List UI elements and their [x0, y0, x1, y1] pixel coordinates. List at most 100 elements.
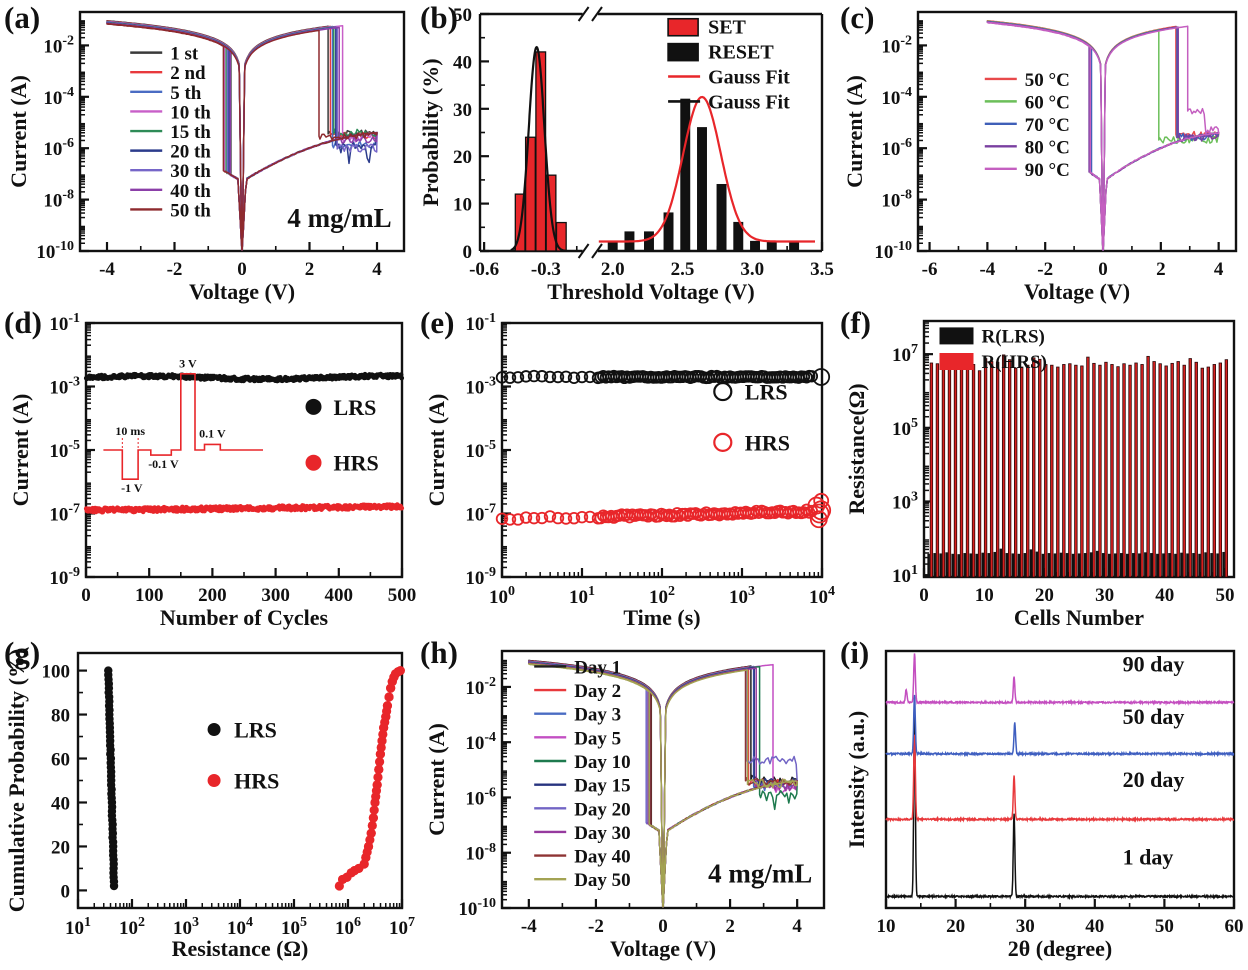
svg-text:10-7: 10-7 [49, 502, 80, 526]
panel-label-c: (c) [840, 0, 875, 35]
svg-text:10-2: 10-2 [465, 675, 496, 699]
svg-text:Day 50: Day 50 [574, 870, 630, 891]
panel-f: (f) 0 10 20 30 40 50 101 103 105 107 Cells Number R… [836, 305, 1248, 635]
panel-label-f: (f) [840, 305, 871, 340]
svg-text:2: 2 [305, 259, 315, 280]
svg-text:10-10: 10-10 [36, 239, 74, 263]
svg-text:40 th: 40 th [170, 181, 211, 202]
svg-text:Day 40: Day 40 [574, 847, 630, 868]
svg-text:Cumulative Probability (%): Cumulative Probability (%) [4, 649, 29, 913]
svg-text:10-6: 10-6 [465, 785, 496, 809]
svg-text:Resistance(Ω): Resistance(Ω) [844, 383, 869, 514]
svg-text:106: 106 [335, 915, 361, 939]
svg-text:R(HRS): R(HRS) [982, 352, 1047, 373]
threshold-voltage-histogram: 0 10 20 30 40 50 -0.6 -0.3 2.0 2.5 3.0 3.5 Threshold… [418, 5, 834, 304]
svg-text:2.0: 2.0 [601, 259, 625, 280]
svg-text:60 °C: 60 °C [1025, 92, 1070, 113]
svg-text:R(LRS): R(LRS) [982, 326, 1045, 347]
svg-text:20: 20 [1035, 585, 1054, 606]
svg-text:0: 0 [658, 916, 668, 937]
svg-text:10-10: 10-10 [874, 239, 912, 263]
svg-text:10-3: 10-3 [49, 375, 80, 399]
iv-days-chart: -4 -2 0 2 4 10-2 10-4 10-6 10-8 10-10 Voltage (V) C… [424, 649, 826, 961]
svg-text:10-9: 10-9 [49, 565, 80, 589]
svg-text:15 th: 15 th [170, 122, 211, 143]
svg-text:10-9: 10-9 [465, 565, 496, 589]
iv-cycles-chart: -4 -2 0 2 4 10-2 10-4 10-6 10-8 10-10 Voltage (V) C… [6, 10, 406, 304]
svg-text:2.5: 2.5 [671, 259, 695, 280]
svg-text:500: 500 [388, 585, 416, 606]
svg-text:5 th: 5 th [170, 83, 202, 104]
svg-text:300: 300 [261, 585, 290, 606]
svg-text:0: 0 [919, 585, 929, 606]
svg-text:90 day: 90 day [1123, 652, 1185, 677]
svg-text:103: 103 [892, 490, 918, 514]
svg-text:Number of Cycles: Number of Cycles [160, 605, 329, 630]
svg-text:10-8: 10-8 [881, 188, 912, 212]
panel-label-e: (e) [420, 305, 455, 340]
svg-text:0: 0 [1098, 259, 1108, 280]
svg-text:3.5: 3.5 [810, 259, 834, 280]
svg-text:Current (A): Current (A) [424, 394, 449, 507]
svg-text:60: 60 [51, 750, 70, 771]
svg-text:10-10: 10-10 [458, 896, 496, 920]
svg-text:10-7: 10-7 [465, 502, 496, 526]
panel-label-a: (a) [4, 0, 41, 35]
svg-text:Intensity (a.u.): Intensity (a.u.) [844, 711, 869, 849]
svg-text:0: 0 [61, 881, 71, 902]
svg-text:104: 104 [809, 584, 835, 608]
svg-text:107: 107 [389, 915, 415, 939]
panel-h: (h) -4 -2 0 2 4 10-2 10-4 10-6 10-8 10-10 Voltage … [416, 635, 836, 970]
svg-text:2: 2 [1156, 259, 1166, 280]
panel-b: (b) 0 10 20 30 40 50 -0.6 -0.3 2.0 2.5 3.0 3.5 Thres… [416, 0, 836, 305]
svg-text:50: 50 [453, 5, 472, 26]
svg-text:10-8: 10-8 [43, 188, 74, 212]
svg-text:Day 10: Day 10 [574, 752, 630, 773]
svg-text:LRS: LRS [234, 718, 277, 743]
svg-text:80 °C: 80 °C [1025, 137, 1070, 158]
svg-text:-0.3: -0.3 [531, 259, 561, 280]
svg-text:20 th: 20 th [170, 142, 211, 163]
svg-text:4: 4 [1214, 259, 1224, 280]
svg-text:Current (A): Current (A) [842, 75, 867, 188]
svg-text:HRS: HRS [234, 769, 279, 794]
xrd-chart: 10 20 30 40 50 60 2θ (degree) Intensity (a.u.) 1… [844, 649, 1244, 961]
panel-e: (e) 100 101 102 103 104 10-1 10-3 10-5 10-7 10-9 T… [416, 305, 836, 635]
svg-text:10-4: 10-4 [881, 85, 912, 109]
svg-text:2 nd: 2 nd [170, 63, 206, 84]
svg-text:-4: -4 [979, 259, 995, 280]
svg-text:Day 30: Day 30 [574, 823, 630, 844]
svg-text:10: 10 [877, 916, 896, 937]
svg-text:10-1: 10-1 [465, 311, 496, 335]
svg-text:40: 40 [1085, 916, 1104, 937]
panel-label-b: (b) [420, 0, 458, 35]
svg-text:20 day: 20 day [1123, 767, 1185, 792]
panel-label-d: (d) [4, 305, 42, 340]
panel-a: (a) -4 -2 0 2 4 10-2 10-4 10-6 10-8 10-10 Voltage … [0, 0, 416, 305]
svg-text:0.1 V: 0.1 V [199, 426, 226, 440]
svg-text:3.0: 3.0 [740, 259, 764, 280]
svg-text:Current (A): Current (A) [6, 75, 31, 188]
svg-text:RESET: RESET [708, 42, 774, 64]
svg-text:20: 20 [51, 837, 70, 858]
svg-text:100: 100 [42, 662, 71, 683]
svg-text:Threshold Voltage (V): Threshold Voltage (V) [547, 279, 754, 304]
svg-text:105: 105 [892, 416, 918, 440]
svg-text:40: 40 [1155, 585, 1174, 606]
svg-text:Day 20: Day 20 [574, 799, 630, 820]
svg-text:107: 107 [892, 342, 918, 366]
svg-text:-2: -2 [588, 916, 604, 937]
svg-text:4 mg/mL: 4 mg/mL [708, 858, 812, 888]
svg-text:10 th: 10 th [170, 102, 211, 123]
svg-text:200: 200 [198, 585, 227, 606]
svg-text:4: 4 [792, 916, 802, 937]
cumulative-probability-chart: 101 102 103 104 105 106 107020406080100Resista… [4, 649, 415, 961]
svg-text:30: 30 [453, 100, 472, 121]
svg-text:-4: -4 [99, 259, 115, 280]
svg-text:-6: -6 [922, 259, 938, 280]
svg-text:Probability (%): Probability (%) [418, 58, 443, 206]
svg-text:Gauss Fit: Gauss Fit [708, 67, 790, 89]
svg-text:Day 1: Day 1 [574, 657, 621, 678]
svg-text:Resistance (Ω): Resistance (Ω) [172, 936, 309, 961]
